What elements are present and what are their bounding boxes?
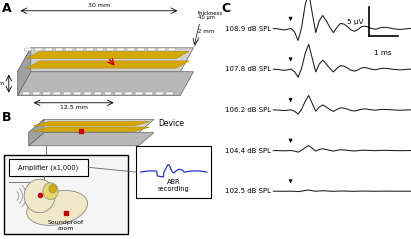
Polygon shape [65,48,73,51]
Text: 1 ms: 1 ms [374,50,392,56]
Text: 108.9 dB SPL: 108.9 dB SPL [225,26,272,32]
Polygon shape [32,92,40,95]
Polygon shape [18,48,31,96]
FancyBboxPatch shape [9,159,88,176]
Text: Device: Device [158,120,184,129]
Polygon shape [33,127,150,131]
Polygon shape [117,48,125,51]
Polygon shape [35,48,42,51]
Polygon shape [76,48,83,51]
Polygon shape [73,92,81,95]
Polygon shape [42,92,51,95]
Circle shape [24,179,55,213]
Polygon shape [157,48,166,51]
Polygon shape [114,92,122,95]
Polygon shape [24,48,32,51]
Polygon shape [96,48,104,51]
Text: 30 mm: 30 mm [88,3,110,8]
Polygon shape [104,92,112,95]
Polygon shape [29,120,154,133]
Polygon shape [29,120,44,146]
Polygon shape [166,92,173,95]
Polygon shape [55,48,63,51]
Polygon shape [26,51,189,59]
Text: 40 μm: 40 μm [198,15,215,20]
Text: 12.5 mm: 12.5 mm [60,105,88,110]
Polygon shape [22,92,30,95]
Text: Amplifier (x1,000): Amplifier (x1,000) [18,164,79,171]
Text: 5 μV: 5 μV [347,18,363,25]
Polygon shape [53,92,61,95]
Polygon shape [94,92,102,95]
Polygon shape [18,72,194,96]
Text: thickness: thickness [198,11,223,16]
Polygon shape [127,48,135,51]
Circle shape [43,183,58,200]
Polygon shape [45,48,53,51]
Polygon shape [83,92,92,95]
Text: B: B [2,111,12,124]
Polygon shape [155,92,163,95]
Polygon shape [33,122,150,126]
Polygon shape [135,92,143,95]
Polygon shape [63,92,71,95]
Polygon shape [147,48,155,51]
Polygon shape [145,92,153,95]
Polygon shape [125,92,132,95]
Polygon shape [168,48,176,51]
Polygon shape [137,48,145,51]
Text: A: A [2,2,12,15]
Text: ABR
recording: ABR recording [158,179,189,192]
FancyBboxPatch shape [136,146,211,198]
FancyBboxPatch shape [5,155,127,234]
Circle shape [49,185,57,193]
Text: Soundproof
room: Soundproof room [48,220,84,231]
Text: 107.8 dB SPL: 107.8 dB SPL [225,66,272,72]
Polygon shape [18,48,194,72]
Polygon shape [26,61,189,68]
Text: 102.5 dB SPL: 102.5 dB SPL [226,188,272,194]
Text: 4 mm: 4 mm [0,81,5,86]
Ellipse shape [27,190,88,225]
Polygon shape [29,133,154,146]
Text: 104.4 dB SPL: 104.4 dB SPL [226,147,272,154]
Polygon shape [106,48,114,51]
Text: C: C [222,2,231,15]
Polygon shape [86,48,94,51]
Text: 2 mm: 2 mm [198,29,214,33]
Text: 106.2 dB SPL: 106.2 dB SPL [225,107,272,113]
